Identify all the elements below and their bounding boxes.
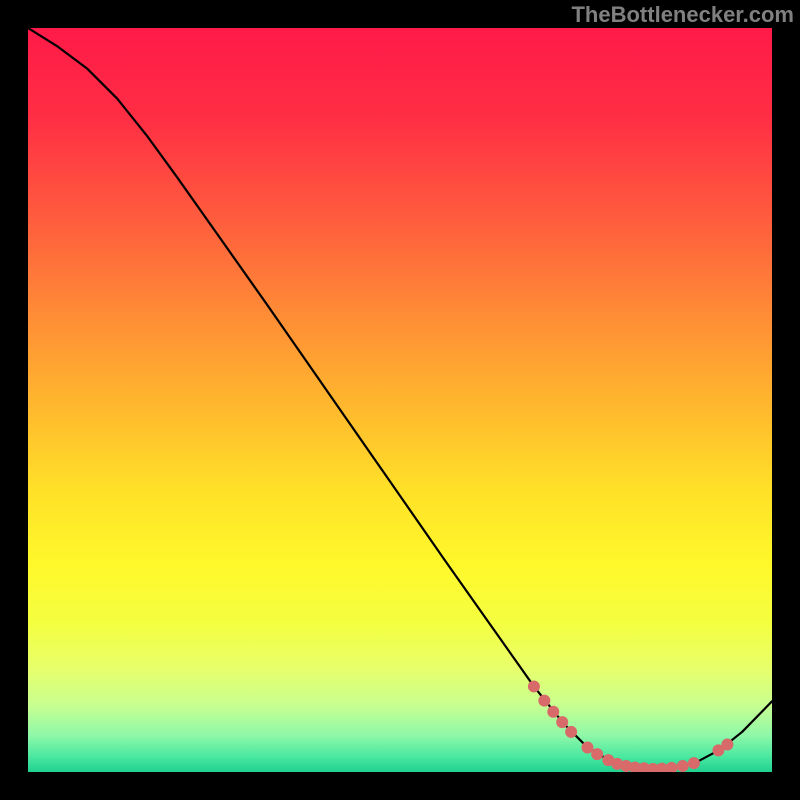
data-marker bbox=[722, 739, 733, 750]
data-marker bbox=[592, 749, 603, 760]
plot-area bbox=[28, 28, 772, 772]
watermark-text: TheBottlenecker.com bbox=[571, 2, 794, 28]
data-marker bbox=[528, 681, 539, 692]
data-marker bbox=[688, 758, 699, 769]
data-marker bbox=[557, 717, 568, 728]
data-marker bbox=[548, 706, 559, 717]
data-marker bbox=[666, 762, 677, 772]
data-marker bbox=[582, 742, 593, 753]
curve-layer bbox=[28, 28, 772, 772]
bottleneck-curve bbox=[28, 28, 772, 769]
data-marker bbox=[539, 695, 550, 706]
data-marker bbox=[566, 726, 577, 737]
data-marker bbox=[677, 761, 688, 772]
chart-container: TheBottlenecker.com bbox=[0, 0, 800, 800]
